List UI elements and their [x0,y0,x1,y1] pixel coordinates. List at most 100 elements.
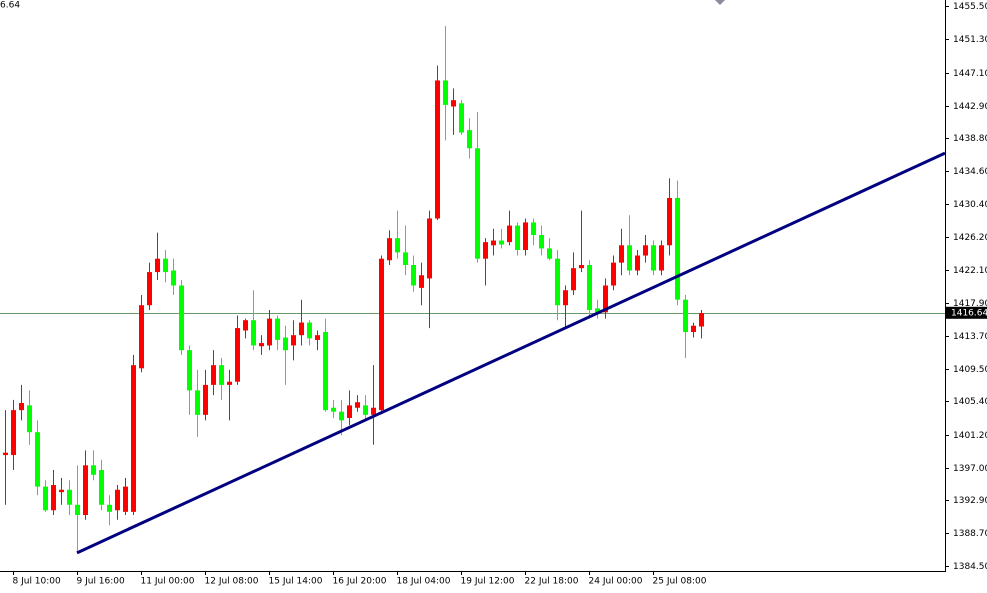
candle-body [227,381,232,385]
y-tick-label: 1455.50 [953,2,987,12]
y-tick-label: 1447.10 [953,69,987,79]
candle-body [107,504,112,512]
x-tick-label: 12 Jul 08:00 [205,577,259,587]
y-tick-label: 1438.80 [953,134,987,144]
candle-body [211,365,216,385]
candle-body [691,325,696,333]
candle-body [507,225,512,243]
candle-body [675,197,680,300]
candle-body [587,264,592,310]
candle-body [371,407,376,415]
candle-body [347,405,352,418]
candle-body [459,103,464,133]
candle-body [315,335,320,340]
x-tick-label: 15 Jul 14:00 [269,577,323,587]
candle-body [75,504,80,516]
candle-body [331,407,336,412]
candle-body [619,245,624,263]
y-tick-label: 1388.70 [953,529,987,539]
current-price-label: 1416.64 [951,308,987,318]
candle-body [563,290,568,306]
candle-body [43,486,48,511]
trendline [76,151,946,555]
candle-body [579,264,584,269]
x-tick-label: 11 Jul 00:00 [141,577,195,587]
candle-body [411,264,416,286]
candle-body [299,322,304,336]
candle-body [27,405,32,433]
x-tick-label: 18 Jul 04:00 [397,577,451,587]
x-tick-label: 22 Jul 18:00 [525,577,579,587]
candle-body [475,148,480,259]
candle-body [267,318,272,346]
candle-body [155,258,160,273]
candle-body [427,218,432,279]
corner-price: 6.64 [0,1,20,11]
candle-body [147,272,152,306]
candle-body [171,270,176,286]
y-tick-label: 1384.50 [953,562,987,572]
candle-body [243,320,248,331]
candle-body [283,337,288,351]
candle-body [51,485,56,511]
candle-body [659,245,664,271]
candle-body [667,197,672,246]
candle-body [3,452,8,456]
y-tick-label: 1401.20 [953,431,987,441]
candle-body [611,262,616,286]
candle-body [443,80,448,105]
candle-body [571,268,576,291]
candle-body [627,245,632,271]
candle-body [483,242,488,259]
y-tick-label: 1392.90 [953,496,987,506]
y-tick-label: 1426.20 [953,233,987,243]
candle-body [139,305,144,369]
candle-body [235,328,240,382]
candle-body [515,225,520,251]
candle-body [555,258,560,306]
candle-body [451,100,456,107]
candle-body [643,245,648,256]
y-tick-label: 1451.30 [953,35,987,45]
candle-body [187,350,192,391]
candle-body [539,235,544,249]
candle-body [547,248,552,259]
candle-body [323,332,328,411]
x-tick-label: 25 Jul 08:00 [653,577,707,587]
candle-body [403,252,408,265]
candle-body [491,240,496,246]
candle-body [275,318,280,340]
y-tick-label: 1422.10 [953,266,987,276]
y-tick-label: 1434.60 [953,167,987,177]
candle-body [83,465,88,516]
candle-body [67,489,72,505]
candle-body [379,258,384,411]
candle-body [291,335,296,346]
candle-body [355,402,360,408]
shift-marker [715,0,725,5]
x-tick-label: 8 Jul 10:00 [13,577,62,587]
candle-body [131,365,136,512]
y-tick-label: 1413.70 [953,332,987,342]
x-tick-label: 9 Jul 16:00 [77,577,126,587]
candle-body [499,240,504,245]
candle-body [651,245,656,271]
candle-body [467,130,472,149]
y-tick-label: 1417.90 [953,299,987,309]
candle-body [435,80,440,219]
candle-body [531,222,536,236]
candle-body [251,320,256,346]
candle-body [59,489,64,493]
candle-body [179,285,184,351]
y-tick-label: 1409.50 [953,365,987,375]
candle-body [363,405,368,415]
x-tick-label: 24 Jul 00:00 [589,577,643,587]
candle-body [219,365,224,385]
candle-body [123,486,128,512]
x-tick-label: 19 Jul 12:00 [461,577,515,587]
candle-body [195,390,200,415]
candle-body [603,285,608,313]
candle-body [203,384,208,415]
